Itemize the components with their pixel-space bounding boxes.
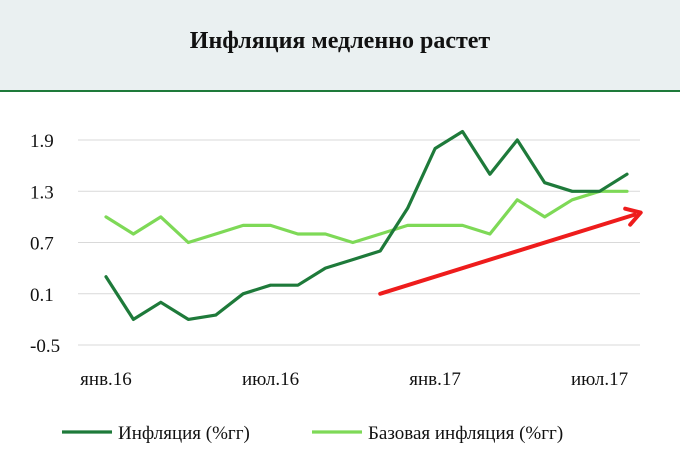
chart-title: Инфляция медленно растет: [189, 28, 491, 54]
chart-header: Инфляция медленно растет: [0, 0, 680, 92]
legend-label-core-inflation: Базовая инфляция (%гг): [368, 423, 563, 444]
y-tick-label: 0.7: [30, 234, 54, 255]
y-tick-label: 1.3: [30, 182, 54, 203]
y-tick-label: -0.5: [30, 336, 60, 357]
y-tick-label: 0.1: [30, 285, 54, 306]
y-tick-label: 1.9: [30, 131, 54, 152]
x-tick-label: июл.17: [571, 369, 628, 390]
series-lines: [104, 129, 629, 321]
x-axis-labels: янв.16 июл.16 янв.17 июл.17: [80, 369, 628, 390]
x-tick-label: июл.16: [242, 369, 299, 390]
x-tick-label: янв.16: [80, 369, 132, 390]
series-line-inflation: [104, 129, 629, 321]
grid-lines: [78, 139, 640, 346]
trend-arrow: [378, 206, 643, 296]
x-tick-label: янв.17: [409, 369, 461, 390]
line-chart: -0.5 0.1 0.7 1.3 1.9 янв.16 июл.16 янв.17 июл.1…: [30, 129, 643, 444]
arrow-shaft: [378, 212, 637, 296]
series-line-core-inflation: [104, 189, 629, 245]
legend: Инфляция (%гг) Базовая инфляция (%гг): [62, 423, 563, 444]
y-axis-labels: -0.5 0.1 0.7 1.3 1.9: [30, 131, 60, 357]
arrow-head: [623, 206, 643, 227]
legend-label-inflation: Инфляция (%гг): [118, 423, 250, 444]
